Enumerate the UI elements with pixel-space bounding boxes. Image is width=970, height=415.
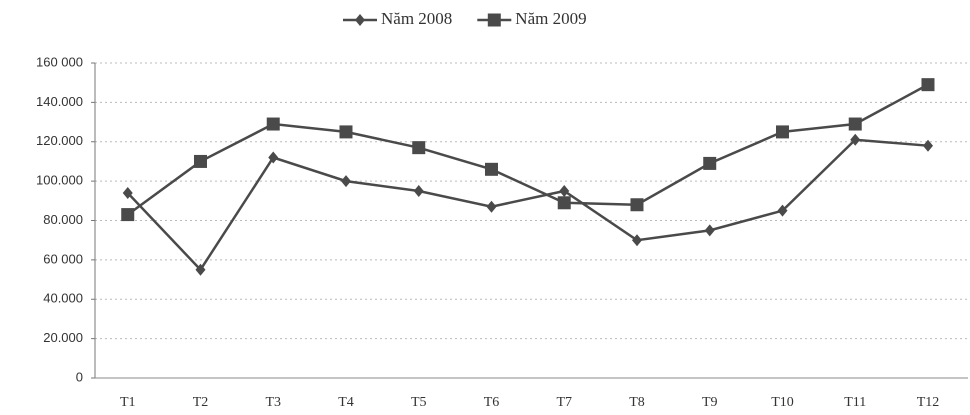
x-tick-label: T1 (120, 395, 136, 410)
y-tick-label: 20.000 (43, 330, 83, 345)
point (559, 184, 570, 197)
point (195, 263, 206, 276)
point (704, 224, 715, 237)
x-tick-label: T5 (411, 395, 427, 410)
x-tick-label: T10 (771, 395, 794, 410)
point (340, 175, 351, 188)
point (921, 78, 935, 92)
point (557, 196, 571, 210)
x-tick-label: T6 (484, 395, 500, 410)
x-tick-label: T12 (917, 395, 940, 410)
x-tick-label: T11 (844, 395, 866, 410)
point (266, 117, 280, 131)
y-tick-label: 120.000 (36, 133, 83, 148)
point (848, 117, 862, 131)
x-tick-label: T9 (702, 395, 718, 410)
point (703, 156, 717, 170)
point (630, 198, 644, 212)
point (339, 125, 353, 139)
point (486, 200, 497, 213)
point (121, 208, 135, 222)
point (850, 133, 861, 146)
point (922, 139, 933, 152)
y-tick-label: 40.000 (43, 291, 83, 306)
series-line (127, 83, 929, 216)
point (413, 184, 424, 197)
point (484, 162, 498, 176)
point (775, 125, 789, 139)
y-tick-label: 140.000 (36, 94, 83, 109)
point (193, 154, 207, 168)
x-tick-label: T2 (193, 395, 209, 410)
series-line (126, 138, 929, 272)
point (122, 186, 133, 199)
point (631, 234, 642, 247)
legend-label: Năm 2009 (515, 9, 586, 28)
point (355, 14, 365, 26)
y-tick-label: 60 000 (43, 251, 83, 266)
y-tick-label: 160 000 (36, 54, 83, 69)
point (777, 204, 788, 217)
x-tick-label: T3 (265, 395, 281, 410)
legend-label: Năm 2008 (381, 9, 452, 28)
y-tick-label: 100.000 (36, 173, 83, 188)
x-tick-label: T4 (338, 395, 354, 410)
y-tick-label: 0 (76, 369, 83, 384)
x-tick-label: T8 (629, 395, 645, 410)
point (487, 13, 501, 27)
point (412, 141, 426, 155)
x-tick-label: T7 (556, 395, 572, 410)
point (268, 151, 279, 164)
y-tick-label: 80.000 (43, 212, 83, 227)
